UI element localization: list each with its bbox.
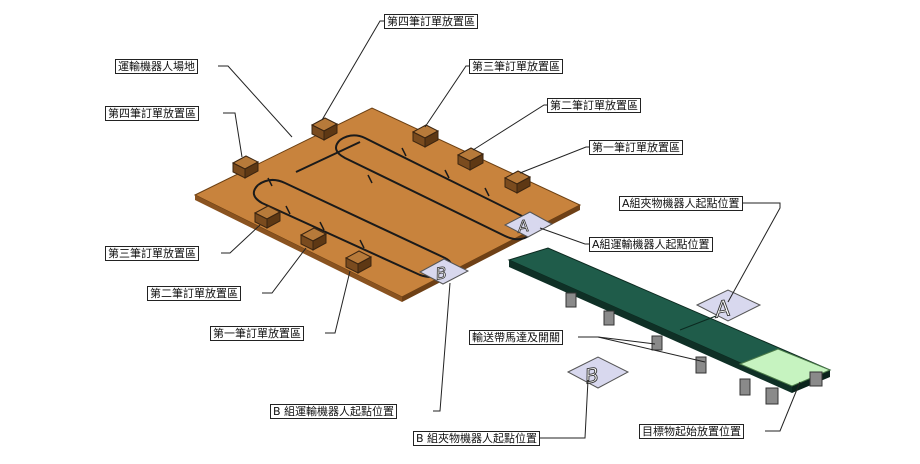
label-order3-bottom: 第三筆訂單放置區: [105, 246, 199, 261]
agv-a-letter: A: [515, 216, 530, 237]
robot-field: [193, 107, 582, 302]
leader-lines: [218, 20, 801, 439]
arm-a-letter: A: [711, 296, 732, 324]
order-box-top-4: [310, 117, 339, 141]
order-box-left-4: [231, 155, 260, 179]
arm-a-start-pad: A: [695, 289, 762, 324]
order-box-bottom-2: [299, 227, 328, 251]
label-order4-top: 第四筆訂單放置區: [384, 14, 478, 29]
label-order1-top: 第一筆訂單放置區: [589, 140, 683, 155]
label-order3-top: 第三筆訂單放置區: [469, 59, 563, 74]
agv-b-start-pad: B: [418, 258, 470, 285]
label-conveyor-motor: 輸送帶馬達及開關: [469, 330, 563, 345]
label-arm-b-start: B 組夾物機器人起點位置: [413, 431, 541, 446]
order-box-top-3: [411, 124, 440, 148]
label-target-start: 目標物起始放置位置: [639, 424, 744, 439]
label-arm-a-start: A組夾物機器人起點位置: [619, 196, 743, 211]
label-robot-field: 運輸機器人場地: [115, 59, 198, 74]
label-order2-bottom: 第二筆訂單放置區: [147, 286, 241, 301]
label-order2-top: 第二筆訂單放置區: [547, 98, 641, 113]
order-box-top-2: [456, 147, 485, 171]
conveyor-legs: [565, 292, 823, 405]
order-box-bottom-1: [344, 250, 373, 274]
order-box-bottom-3: [253, 205, 282, 229]
conveyor-belt: [507, 247, 832, 393]
track-ticks: [267, 147, 490, 249]
label-order1-bottom: 第一筆訂單放置區: [210, 326, 304, 341]
arm-b-letter: B: [583, 363, 601, 389]
order-box-top-1: [503, 170, 532, 194]
label-agv-b-start: B 組運輸機器人起點位置: [270, 404, 398, 419]
label-agv-a-start: A組運輸機器人起點位置: [589, 237, 713, 252]
agv-b-letter: B: [434, 263, 448, 284]
agv-a-start-pad: A: [503, 211, 554, 238]
label-order4-left: 第四筆訂單放置區: [105, 106, 199, 121]
arm-b-start-pad: B: [566, 356, 630, 389]
